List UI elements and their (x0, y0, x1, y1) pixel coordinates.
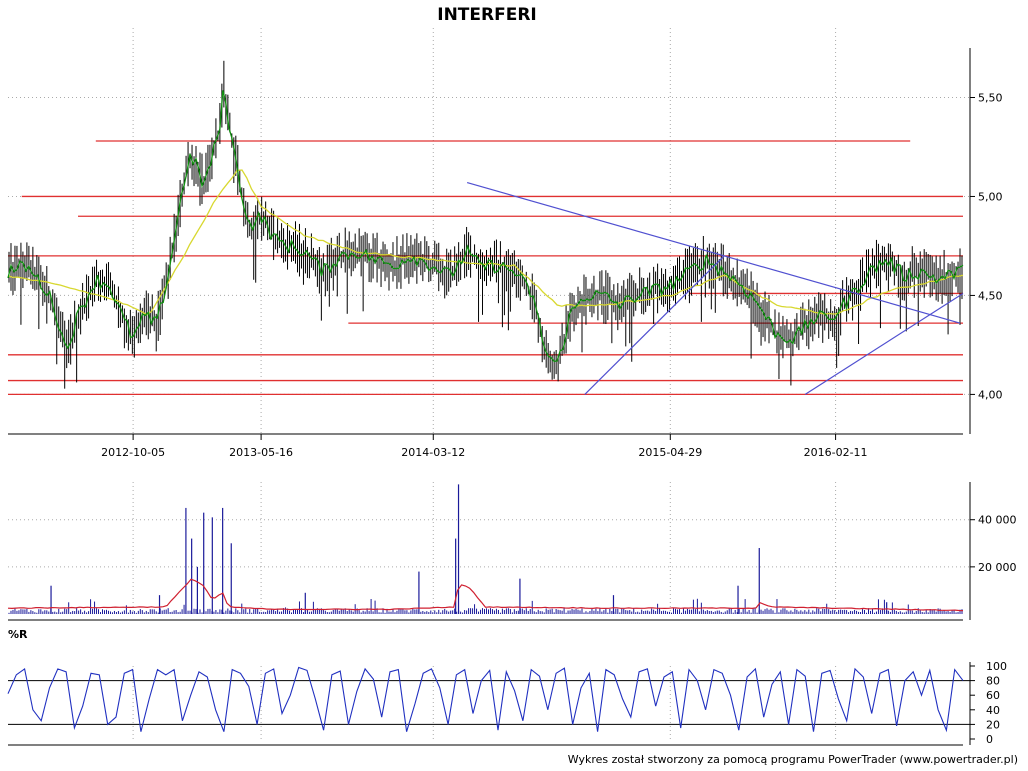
williams-r-y-tick-label: 0 (986, 733, 993, 746)
volume-axes: 20 000 40 000 (8, 482, 1017, 621)
williams-r-y-tick-label: 80 (986, 675, 1000, 688)
price-moving-averages (7, 90, 964, 363)
volume-panel: 20 000 40 000 (7, 482, 1017, 621)
price-panel: 4,00 4,50 5,00 5,50 2012-10-05 2013-05-16 2014… (7, 28, 1003, 459)
price-y-tick-label: 5,00 (978, 190, 1003, 203)
volume-y-tick-label: 20 000 (978, 561, 1017, 574)
price-y-tick-label: 4,50 (978, 289, 1003, 302)
price-x-tick-label: 2015-04-29 (638, 446, 702, 459)
price-x-tick-label: 2012-10-05 (101, 446, 165, 459)
williams-r-y-tick-label: 20 (986, 718, 1000, 731)
volume-moving-average (7, 578, 964, 612)
trendline (804, 292, 964, 395)
williams-r-y-tick-label: 60 (986, 689, 1000, 702)
trendline (584, 255, 725, 395)
price-x-tick-label: 2016-02-11 (804, 446, 868, 459)
williams-r-grid (8, 666, 970, 739)
williams-r-line (7, 666, 964, 733)
price-bars (8, 60, 963, 389)
trendline (466, 182, 961, 324)
footer-credit: Wykres został stworzony za pomocą progra… (568, 753, 1018, 766)
williams-r-label: %R (8, 628, 28, 641)
price-x-tick-label: 2014-03-12 (401, 446, 465, 459)
volume-bars (8, 484, 963, 614)
williams-r-y-tick-label: 40 (986, 704, 1000, 717)
fast-moving-average-line (7, 90, 964, 363)
support-resistance-levels (8, 140, 963, 396)
price-grid (8, 28, 970, 434)
price-x-tick-label: 2013-05-16 (229, 446, 293, 459)
williams-r-series-line (7, 666, 964, 733)
price-y-tick-label: 5,50 (978, 91, 1003, 104)
volume-y-tick-label: 40 000 (978, 514, 1017, 527)
trendlines (466, 182, 964, 395)
price-y-tick-label: 4,00 (978, 388, 1003, 401)
williams-r-y-tick-label: 100 (986, 660, 1007, 673)
volume-ma-line (7, 578, 964, 612)
chart-title: INTERFERI (437, 5, 537, 25)
volume-grid (8, 482, 970, 614)
price-axes: 4,00 4,50 5,00 5,50 2012-10-05 2013-05-16 2014… (8, 48, 1003, 459)
